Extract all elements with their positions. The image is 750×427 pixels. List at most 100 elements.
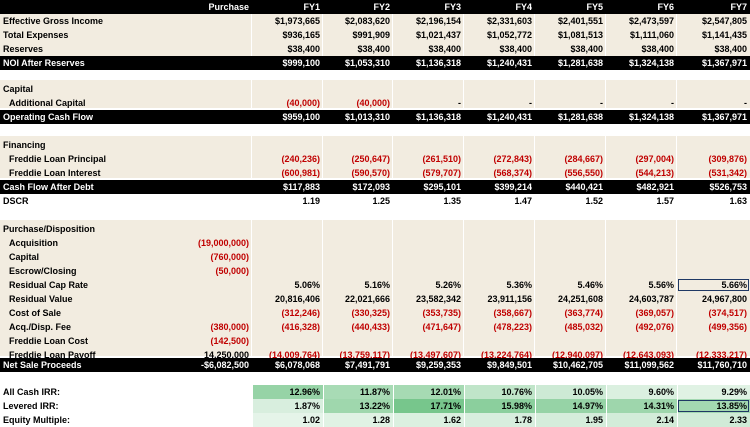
cell-purchase[interactable]: (380,000) bbox=[210, 322, 249, 332]
cell-fy1[interactable]: (14,009,764) bbox=[268, 350, 320, 360]
cell-fy7[interactable]: $38,400 bbox=[714, 44, 747, 54]
cell-fy5[interactable]: (485,032) bbox=[564, 322, 603, 332]
cell-fy7[interactable]: 13.85% bbox=[677, 399, 750, 413]
cell-fy3[interactable]: 17.71% bbox=[393, 399, 464, 413]
cell-fy5[interactable]: $38,400 bbox=[570, 44, 603, 54]
cell-fy6[interactable]: $482,921 bbox=[636, 182, 674, 192]
cell-fy2[interactable] bbox=[323, 334, 393, 348]
column-header-fy5[interactable]: FY5 bbox=[586, 2, 603, 12]
cell-fy5[interactable]: (12,940,097) bbox=[551, 350, 603, 360]
cell-purchase[interactable] bbox=[176, 292, 252, 306]
cell-fy3[interactable]: 5.26% bbox=[435, 280, 461, 290]
cell-fy6[interactable]: $1,324,138 bbox=[628, 112, 674, 122]
cell-fy2[interactable]: (40,000) bbox=[356, 98, 390, 108]
cell-fy5[interactable]: 24,251,608 bbox=[557, 294, 603, 304]
cell-fy1[interactable]: (40,000) bbox=[286, 98, 320, 108]
cell-fy2[interactable]: (13,759,117) bbox=[339, 350, 390, 360]
cell-fy3[interactable]: 1.35 bbox=[443, 196, 461, 206]
cell-fy6[interactable]: 1.57 bbox=[656, 196, 674, 206]
cell-fy7[interactable]: 5.66% bbox=[677, 278, 750, 292]
cell-fy5[interactable]: 5.46% bbox=[577, 280, 603, 290]
cell-fy1[interactable]: (312,246) bbox=[281, 308, 320, 318]
cell-fy4[interactable]: - bbox=[529, 98, 532, 108]
cell-fy2[interactable]: $7,491,791 bbox=[344, 360, 390, 370]
cell-fy7[interactable]: (12,333,217) bbox=[695, 350, 747, 360]
cell-fy4[interactable]: (568,374) bbox=[493, 168, 532, 178]
cell-purchase[interactable] bbox=[176, 180, 252, 194]
cell-fy1[interactable]: $6,078,068 bbox=[274, 360, 320, 370]
cell-fy3[interactable]: 1.62 bbox=[393, 413, 464, 427]
cell-fy2[interactable] bbox=[323, 236, 393, 250]
column-header-fy2[interactable]: FY2 bbox=[373, 2, 390, 12]
cell-fy2[interactable]: $38,400 bbox=[357, 44, 390, 54]
column-header-fy6[interactable]: FY6 bbox=[657, 2, 674, 12]
cell-purchase[interactable] bbox=[176, 152, 252, 166]
cell-fy3[interactable]: $2,196,154 bbox=[415, 16, 461, 26]
cell-fy2[interactable]: (250,647) bbox=[351, 154, 390, 164]
cell-fy6[interactable]: (369,057) bbox=[635, 308, 674, 318]
cell-fy3[interactable]: $9,259,353 bbox=[415, 360, 461, 370]
cell-fy2[interactable]: 22,021,666 bbox=[344, 294, 390, 304]
cell-fy4[interactable] bbox=[464, 250, 535, 264]
cell-purchase[interactable]: (760,000) bbox=[210, 252, 249, 262]
cell-purchase[interactable] bbox=[176, 385, 252, 399]
cell-fy2[interactable]: 13.22% bbox=[323, 399, 393, 413]
cell-fy2[interactable]: $2,083,620 bbox=[344, 16, 390, 26]
cell-fy1[interactable]: 1.87% bbox=[252, 399, 323, 413]
cell-fy3[interactable]: $38,400 bbox=[428, 44, 461, 54]
cell-fy4[interactable]: 23,911,156 bbox=[487, 294, 532, 304]
cell-fy4[interactable]: $38,400 bbox=[499, 44, 532, 54]
cell-purchase[interactable] bbox=[176, 28, 252, 42]
cell-fy7[interactable]: (374,517) bbox=[708, 308, 747, 318]
column-header-fy3[interactable]: FY3 bbox=[444, 2, 461, 12]
cell-fy5[interactable] bbox=[535, 250, 606, 264]
cell-fy4[interactable]: $1,240,431 bbox=[486, 112, 532, 122]
cell-fy6[interactable]: $2,473,597 bbox=[628, 16, 674, 26]
cell-fy4[interactable]: 10.76% bbox=[464, 385, 535, 399]
cell-fy2[interactable]: 1.25 bbox=[372, 196, 390, 206]
cell-fy4[interactable]: (358,667) bbox=[493, 308, 532, 318]
cell-fy2[interactable]: 5.16% bbox=[364, 280, 390, 290]
cell-fy1[interactable]: (600,981) bbox=[281, 168, 320, 178]
cell-fy1[interactable]: (416,328) bbox=[281, 322, 320, 332]
cell-fy6[interactable] bbox=[606, 236, 677, 250]
cell-fy6[interactable] bbox=[606, 250, 677, 264]
cell-fy1[interactable]: 1.02 bbox=[252, 413, 323, 427]
cell-fy4[interactable]: (478,223) bbox=[493, 322, 532, 332]
cell-fy7[interactable]: (309,876) bbox=[708, 154, 747, 164]
cell-fy6[interactable]: 5.56% bbox=[648, 280, 674, 290]
cell-fy4[interactable] bbox=[464, 264, 535, 278]
cell-fy1[interactable]: $999,100 bbox=[282, 58, 320, 68]
cell-fy2[interactable]: $1,013,310 bbox=[344, 112, 390, 122]
cell-fy3[interactable] bbox=[393, 264, 464, 278]
cell-fy1[interactable] bbox=[252, 264, 323, 278]
cell-fy6[interactable]: 2.14 bbox=[606, 413, 677, 427]
cell-purchase[interactable] bbox=[176, 278, 252, 292]
cell-fy3[interactable]: (579,707) bbox=[422, 168, 461, 178]
cell-fy4[interactable]: (272,843) bbox=[493, 154, 532, 164]
cell-fy4[interactable]: 1.78 bbox=[464, 413, 535, 427]
cell-purchase[interactable] bbox=[176, 399, 252, 413]
cell-purchase[interactable]: (142,500) bbox=[210, 336, 249, 346]
cell-fy2[interactable]: $1,053,310 bbox=[344, 58, 390, 68]
cell-fy3[interactable]: $1,136,318 bbox=[415, 58, 461, 68]
cell-fy7[interactable]: (499,356) bbox=[708, 322, 747, 332]
cell-fy6[interactable]: 14.31% bbox=[606, 399, 677, 413]
cell-purchase[interactable]: 14,250,000 bbox=[203, 350, 249, 360]
cell-fy5[interactable]: - bbox=[600, 98, 603, 108]
cell-fy6[interactable] bbox=[606, 264, 677, 278]
cell-fy3[interactable]: $1,136,318 bbox=[415, 112, 461, 122]
cell-fy4[interactable]: $1,052,772 bbox=[486, 30, 532, 40]
cell-fy1[interactable]: $38,400 bbox=[287, 44, 320, 54]
cell-fy6[interactable]: 9.60% bbox=[606, 385, 677, 399]
cell-fy7[interactable]: $2,547,805 bbox=[701, 16, 747, 26]
cell-fy2[interactable]: (440,433) bbox=[351, 322, 390, 332]
cell-fy2[interactable]: $991,909 bbox=[352, 30, 390, 40]
cell-fy7[interactable]: $1,367,971 bbox=[701, 58, 747, 68]
cell-purchase[interactable] bbox=[176, 166, 252, 180]
cell-fy5[interactable]: (363,774) bbox=[564, 308, 603, 318]
cell-purchase[interactable] bbox=[176, 306, 252, 320]
cell-fy1[interactable] bbox=[252, 236, 323, 250]
cell-fy2[interactable]: 1.28 bbox=[323, 413, 393, 427]
cell-fy5[interactable] bbox=[535, 264, 606, 278]
